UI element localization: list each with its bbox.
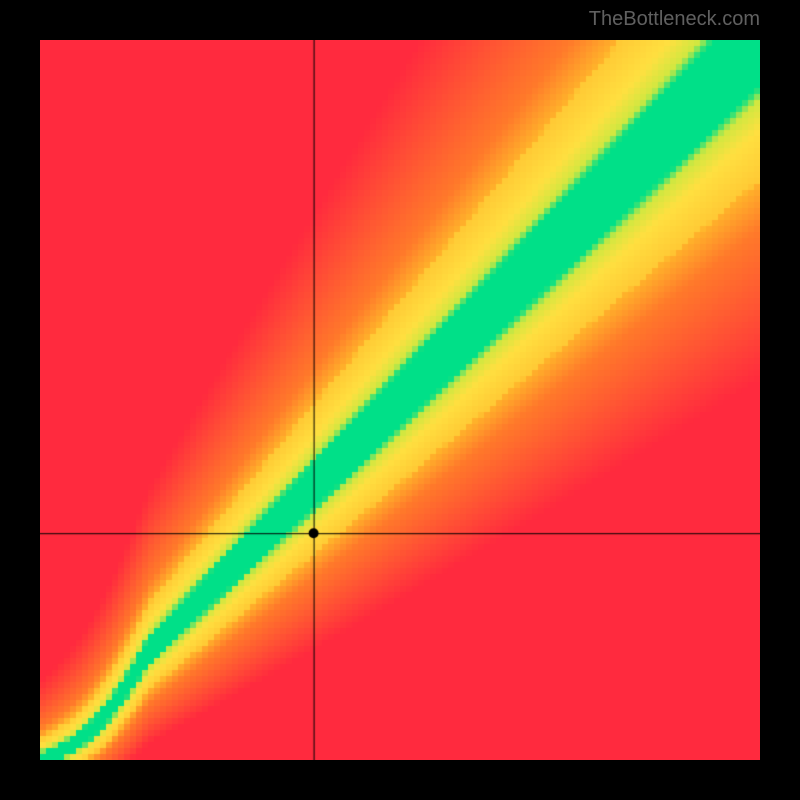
watermark-text: TheBottleneck.com: [589, 8, 760, 31]
heatmap-canvas: [40, 40, 760, 760]
heatmap-plot: [40, 40, 760, 760]
